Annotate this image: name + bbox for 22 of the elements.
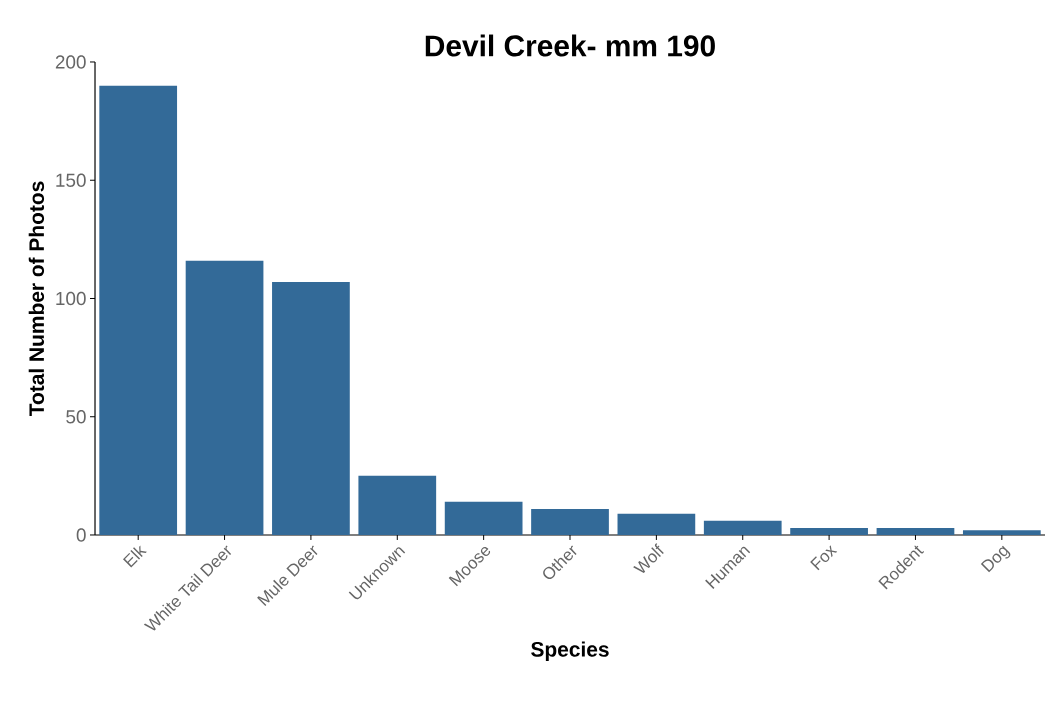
y-tick-label: 150 — [56, 173, 86, 187]
bar — [272, 281, 350, 535]
y-tick-label: 0 — [76, 528, 86, 542]
bar — [444, 501, 523, 535]
bar — [358, 475, 437, 535]
x-axis-title: Species — [531, 641, 609, 661]
bar — [531, 508, 609, 535]
y-tick-label: 200 — [55, 55, 86, 69]
x-tick-label: Elk — [122, 545, 147, 568]
y-tick-label: 50 — [66, 410, 86, 424]
bar — [703, 520, 782, 535]
bar — [876, 527, 955, 535]
x-tick-label: Fox — [810, 545, 838, 571]
y-axis-title: Total Number of Photos — [28, 181, 45, 417]
x-tick-label: Dog — [980, 545, 1011, 573]
bar — [99, 85, 178, 535]
bar — [617, 513, 696, 535]
bar — [962, 530, 1041, 535]
bar — [790, 527, 868, 535]
chart-title: Devil Creek- mm 190 — [425, 34, 715, 57]
bar — [185, 260, 264, 535]
y-tick-label: 100 — [56, 291, 86, 306]
